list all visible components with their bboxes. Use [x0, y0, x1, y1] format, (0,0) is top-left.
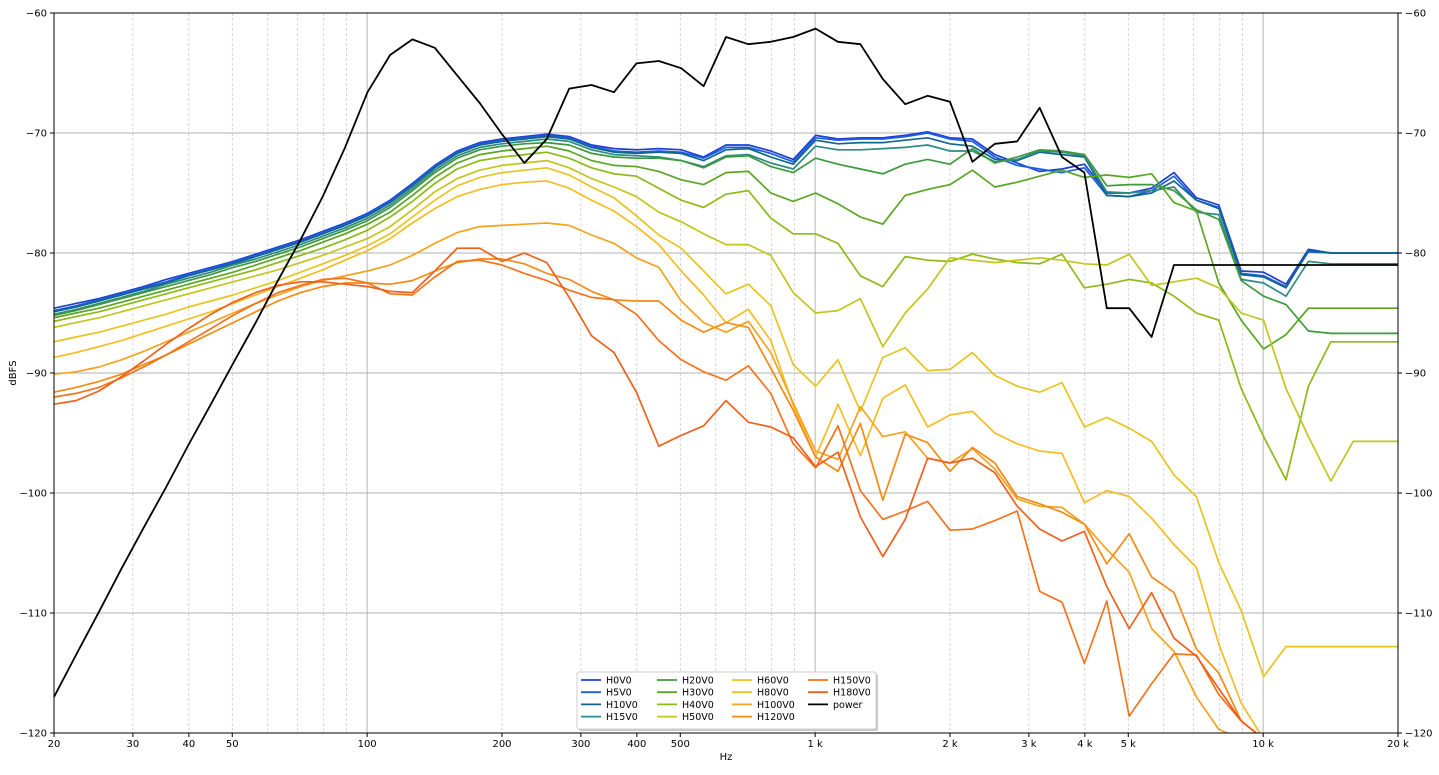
series-line-power: [54, 27, 1398, 698]
plot-area: [54, 27, 1398, 733]
series-line-h30v0: [54, 145, 1398, 350]
legend-item-h5v0: H5V0: [581, 688, 632, 699]
y-tick-label-left: −70: [26, 129, 47, 140]
series-line-h0v0: [54, 130, 1398, 310]
series-lines: [54, 27, 1398, 733]
legend-label: H30V0: [682, 688, 714, 699]
legend-item-h15v0: H15V0: [581, 712, 638, 723]
legend-item-h180v0: H180V0: [808, 688, 871, 699]
legend-item-power: power: [808, 700, 862, 711]
legend-label: H40V0: [682, 700, 714, 711]
x-tick-label: 500: [671, 739, 690, 750]
x-tick-label: 50: [226, 739, 239, 750]
legend-item-h50v0: H50V0: [657, 712, 714, 723]
series-line-h20v0: [54, 141, 1398, 335]
series-line-h100v0: [54, 222, 1230, 733]
y-tick-label-left: −100: [20, 489, 47, 500]
x-tick-label: 30: [127, 739, 140, 750]
y-tick-label-left: −90: [26, 369, 47, 380]
y-tick-label-right: −80: [1405, 249, 1426, 260]
x-tick-label: 5 k: [1121, 739, 1137, 750]
legend-label: H10V0: [606, 700, 638, 711]
legend-item-h40v0: H40V0: [657, 700, 714, 711]
series-line-h180v0: [54, 247, 1258, 733]
legend-item-h80v0: H80V0: [732, 688, 789, 699]
y-tick-label-right: −120: [1405, 729, 1432, 740]
grid: [53, 12, 1399, 734]
series-line-h15v0: [54, 138, 1398, 316]
x-tick-label: 200: [492, 739, 511, 750]
x-tick-label: 100: [358, 739, 377, 750]
legend-box: [576, 671, 877, 730]
legend-label: power: [833, 700, 862, 711]
x-tick-label: 10 k: [1252, 739, 1274, 750]
x-tick-label: 20: [48, 739, 61, 750]
series-line-h120v0: [54, 258, 1258, 733]
y-tick-label-left: −60: [26, 9, 47, 20]
legend-item-h0v0: H0V0: [581, 676, 632, 687]
x-tick-label: 40: [182, 739, 195, 750]
legend-label: H180V0: [833, 688, 871, 699]
series-line-h40v0: [54, 151, 1398, 481]
legend-label: H80V0: [757, 688, 789, 699]
x-axis-label: Hz: [720, 752, 733, 763]
legend-label: H50V0: [682, 712, 714, 723]
legend-label: H150V0: [833, 676, 871, 687]
series-line-h50v0: [54, 159, 1398, 482]
y-tick-label-left: −120: [20, 729, 47, 740]
legend-item-h30v0: H30V0: [657, 688, 714, 699]
legend-item-h100v0: H100V0: [732, 700, 795, 711]
legend-item-h20v0: H20V0: [657, 676, 714, 687]
series-line-h10v0: [54, 135, 1398, 313]
series-line-h150v0: [54, 259, 1258, 733]
legend-item-h150v0: H150V0: [808, 676, 871, 687]
legend-label: H120V0: [757, 712, 795, 723]
x-tick-label: 20 k: [1387, 739, 1409, 750]
y-axis-label: dBFS: [8, 360, 19, 385]
series-line-h5v0: [54, 132, 1398, 312]
x-tick-label: 400: [627, 739, 646, 750]
x-tick-label: 1 k: [807, 739, 823, 750]
legend-item-h10v0: H10V0: [581, 700, 638, 711]
y-tick-label-left: −110: [20, 609, 47, 620]
axes: 20 30 40 50 100 200 300 400 500 1 k 2 k 3 k 4 k 5 k 10…: [20, 9, 1433, 751]
y-tick-label-left: −80: [26, 249, 47, 260]
legend-label: H100V0: [757, 700, 795, 711]
x-tick-label: 300: [571, 739, 590, 750]
x-tick-label: 3 k: [1021, 739, 1037, 750]
legend-label: H20V0: [682, 676, 714, 687]
y-tick-label-right: −70: [1405, 129, 1426, 140]
legend-item-h60v0: H60V0: [732, 676, 789, 687]
x-tick-label: 4 k: [1077, 739, 1093, 750]
x-tick-label: 2 k: [942, 739, 958, 750]
legend-label: H5V0: [606, 688, 632, 699]
legend-item-h120v0: H120V0: [732, 712, 795, 723]
y-tick-label-right: −100: [1405, 489, 1432, 500]
y-tick-label-right: −60: [1405, 9, 1426, 20]
legend-label: H15V0: [606, 712, 638, 723]
legend-label: H0V0: [606, 676, 632, 687]
y-tick-label-right: −90: [1405, 369, 1426, 380]
legend-label: H60V0: [757, 676, 789, 687]
y-tick-label-right: −110: [1405, 609, 1432, 620]
